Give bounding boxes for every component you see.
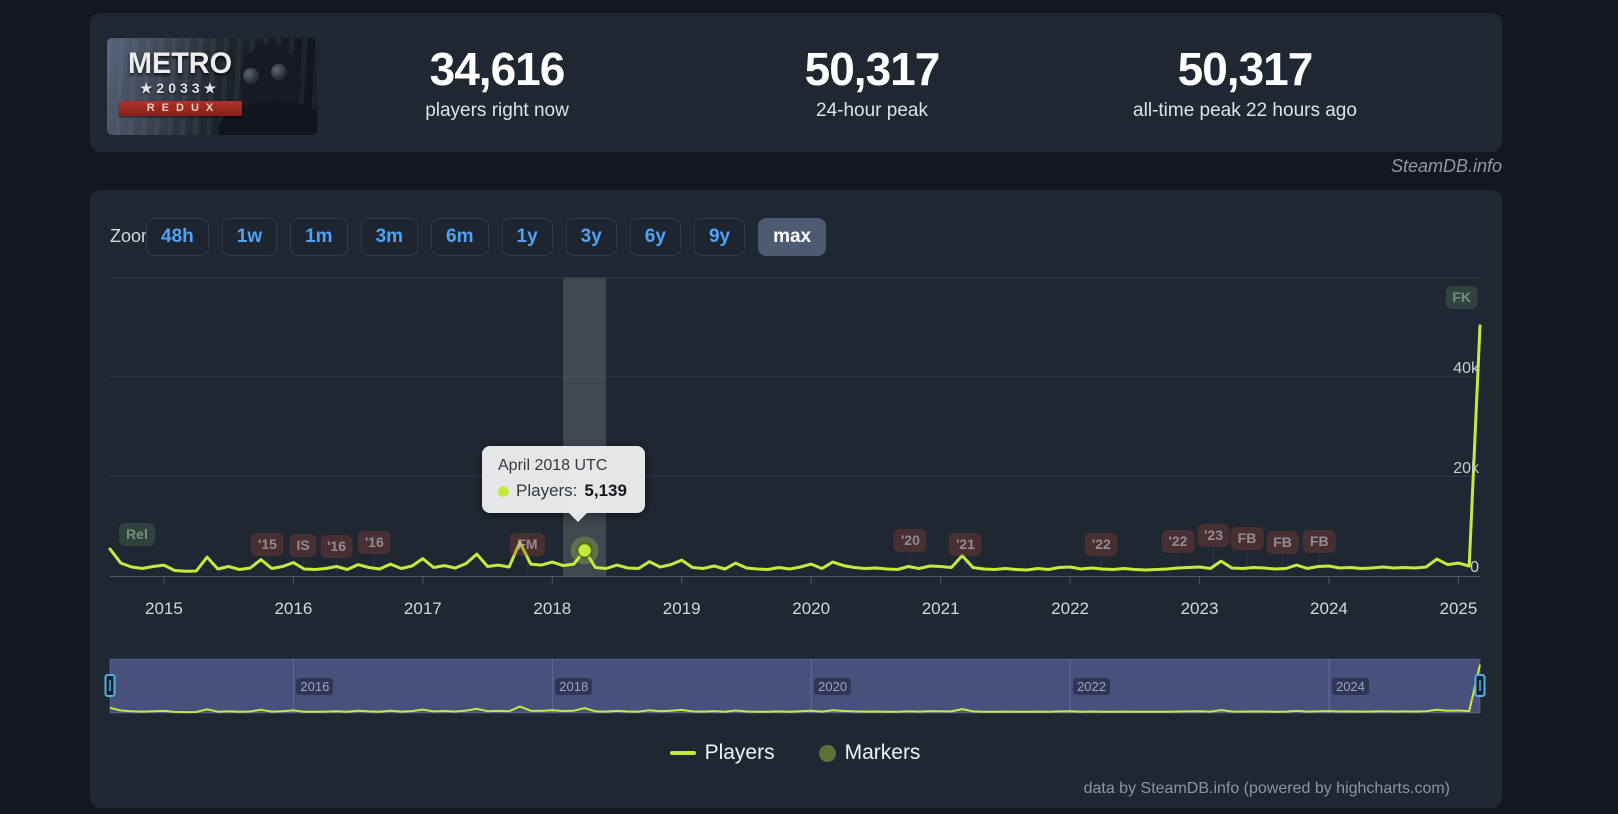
navigator-label-2016: 2016 bbox=[296, 678, 334, 695]
legend-item-markers[interactable]: Markers bbox=[818, 741, 921, 765]
x-axis-label-2018: 2018 bbox=[533, 599, 572, 618]
alltime-peak-value: 50,317 bbox=[1177, 43, 1314, 95]
series-dot-icon bbox=[498, 485, 509, 497]
zoom-range-label: Zoom bbox=[110, 226, 157, 246]
navigator-label-2022: 2022 bbox=[1073, 678, 1110, 695]
zoom-button-1w[interactable]: 1w bbox=[221, 218, 278, 256]
x-axis-label-2022: 2022 bbox=[1051, 599, 1089, 618]
chart-tooltip: April 2018 UTC Players: 5,139 bbox=[482, 446, 645, 522]
x-axis-label-2019: 2019 bbox=[662, 599, 701, 618]
zoom-button-3y[interactable]: 3y bbox=[565, 218, 617, 256]
x-axis-label-2016: 2016 bbox=[274, 599, 313, 618]
chart-card bbox=[90, 190, 1502, 808]
marker-flag-IS[interactable]: IS bbox=[289, 534, 317, 557]
stat-current-players: 34,616 players right now bbox=[347, 43, 647, 122]
x-axis-label-2020: 2020 bbox=[792, 599, 831, 618]
tooltip-date: April 2018 UTC bbox=[498, 457, 608, 474]
game-logo-2033: ★2033★ bbox=[139, 80, 221, 96]
navigator-label-2018: 2018 bbox=[555, 678, 593, 695]
zoom-button-6y[interactable]: 6y bbox=[629, 218, 681, 256]
marker-flag-Rel[interactable]: Rel bbox=[119, 523, 155, 546]
marker-flag-FB[interactable]: FB bbox=[1302, 530, 1336, 553]
x-axis-label-2015: 2015 bbox=[145, 599, 183, 618]
markers-dot-swatch-icon bbox=[818, 744, 836, 762]
zoom-button-group: 48h 1w 1m 3m 6m 1y 3y 6y 9y max bbox=[146, 218, 827, 256]
current-players-value: 34,616 bbox=[429, 43, 566, 95]
tooltip-series-label: Players: bbox=[516, 481, 578, 500]
marker-flag-20[interactable]: '20 bbox=[893, 529, 927, 552]
24h-peak-value: 50,317 bbox=[804, 43, 941, 95]
marker-flag-22[interactable]: '22 bbox=[1161, 530, 1195, 553]
marker-flag-22[interactable]: '22 bbox=[1084, 533, 1118, 556]
marker-flag-16[interactable]: '16 bbox=[357, 531, 391, 554]
y-axis-label-40k: 40k bbox=[1453, 360, 1479, 377]
24h-peak-label: 24-hour peak bbox=[816, 100, 928, 121]
game-logo-metro: METRO bbox=[127, 47, 232, 80]
game-logo: METRO ★2033★ REDUX bbox=[113, 49, 247, 116]
zoom-button-1y[interactable]: 1y bbox=[501, 218, 553, 256]
stat-24h-peak: 50,317 24-hour peak bbox=[722, 43, 1022, 122]
game-logo-redux: REDUX bbox=[118, 101, 242, 116]
marker-flag-FM[interactable]: FM bbox=[510, 533, 545, 556]
marker-flag-16[interactable]: '16 bbox=[320, 535, 353, 558]
gasmask-lens-icon bbox=[243, 68, 259, 84]
marker-flag-FB[interactable]: FB bbox=[1266, 531, 1299, 554]
steamdb-watermark: SteamDB.info bbox=[1390, 156, 1502, 176]
tooltip-players-value: 5,139 bbox=[584, 481, 627, 500]
players-line-swatch-icon bbox=[669, 751, 696, 755]
navigator-label-2020: 2020 bbox=[814, 678, 852, 695]
chart-legend: Players Markers bbox=[110, 741, 1480, 765]
legend-item-players[interactable]: Players bbox=[669, 741, 775, 765]
zoom-button-max[interactable]: max bbox=[758, 218, 827, 256]
x-axis-label-2017: 2017 bbox=[403, 599, 442, 618]
marker-flag-15[interactable]: '15 bbox=[251, 533, 284, 556]
y-axis-label-20k: 20k bbox=[1453, 459, 1479, 477]
marker-flag-23[interactable]: '23 bbox=[1197, 524, 1230, 547]
zoom-button-48h[interactable]: 48h bbox=[146, 218, 209, 256]
stat-alltime-peak: 50,317 all-time peak 22 hours ago bbox=[1055, 43, 1435, 122]
marker-flag-21[interactable]: '21 bbox=[948, 533, 982, 556]
chart-credit[interactable]: data by SteamDB.info (powered by highcha… bbox=[1083, 780, 1450, 797]
zoom-button-6m[interactable]: 6m bbox=[431, 218, 489, 256]
header-card: METRO ★2033★ REDUX 34,616 players right … bbox=[90, 13, 1502, 152]
gasmask-lens-icon bbox=[271, 64, 287, 80]
zoom-button-9y[interactable]: 9y bbox=[693, 218, 746, 256]
game-capsule-image[interactable]: METRO ★2033★ REDUX bbox=[107, 38, 317, 135]
marker-flag-FK[interactable]: FK bbox=[1445, 286, 1478, 309]
zoom-button-3m[interactable]: 3m bbox=[360, 218, 419, 256]
zoom-button-1m[interactable]: 1m bbox=[290, 218, 348, 256]
tooltip-players-row: Players: 5,139 bbox=[498, 481, 627, 501]
x-axis-label-2024: 2024 bbox=[1310, 599, 1348, 618]
legend-players-label: Players bbox=[704, 741, 775, 764]
x-axis-label-2023: 2023 bbox=[1180, 599, 1219, 618]
x-axis-label-2021: 2021 bbox=[921, 599, 960, 618]
current-players-label: players right now bbox=[425, 100, 569, 121]
legend-markers-label: Markers bbox=[844, 741, 921, 764]
alltime-peak-label: all-time peak 22 hours ago bbox=[1133, 100, 1357, 121]
marker-flag-FB[interactable]: FB bbox=[1230, 527, 1264, 550]
navigator-label-2024: 2024 bbox=[1331, 678, 1369, 695]
y-axis-label-0: 0 bbox=[1470, 559, 1479, 576]
x-axis-label-2025: 2025 bbox=[1439, 599, 1478, 618]
